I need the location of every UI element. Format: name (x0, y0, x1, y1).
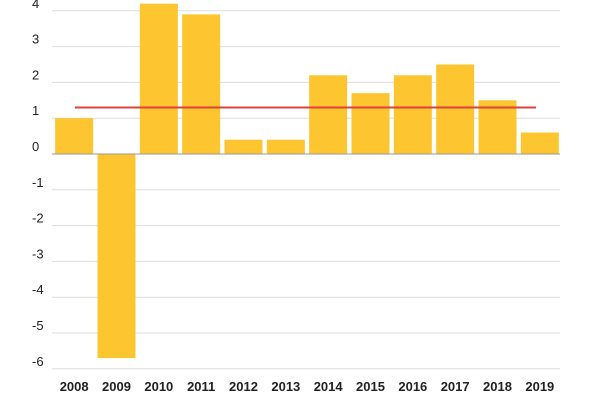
y-tick-label: 4 (32, 0, 39, 11)
x-tick-label: 2008 (60, 379, 89, 394)
y-tick-label: 1 (32, 103, 39, 118)
y-tick-label: 3 (32, 32, 39, 47)
y-tick-label: -5 (32, 318, 44, 333)
bar-2015 (351, 93, 390, 154)
bar-2019 (520, 132, 559, 154)
bar-2018 (478, 100, 517, 154)
x-tick-label: 2009 (102, 379, 131, 394)
x-tick-label: 2010 (144, 379, 173, 394)
y-tick-label: 2 (32, 67, 39, 82)
bar-2010 (139, 3, 178, 155)
x-tick-label: 2017 (441, 379, 470, 394)
y-tick-label: -2 (32, 211, 44, 226)
y-tick-label: -4 (32, 282, 44, 297)
x-tick-label: 2012 (229, 379, 258, 394)
y-tick-label: 0 (32, 139, 39, 154)
x-tick-label: 2015 (356, 379, 385, 394)
x-tick-label: 2016 (398, 379, 427, 394)
y-tick-label: -6 (32, 354, 44, 369)
y-tick-label: -3 (32, 246, 44, 261)
x-tick-label: 2019 (525, 379, 554, 394)
bar-2013 (266, 139, 305, 154)
x-axis-ticks: 2008 2009 2010 2011 2012 2013 2014 2015 2016 2017… (60, 379, 555, 394)
x-tick-label: 2014 (314, 379, 344, 394)
bar-2009 (97, 154, 136, 359)
y-tick-label: -1 (32, 175, 44, 190)
bar-2016 (393, 75, 432, 154)
bar-2012 (224, 139, 263, 154)
bar-2008 (55, 118, 94, 154)
x-tick-label: 2018 (483, 379, 512, 394)
x-tick-label: 2013 (271, 379, 300, 394)
y-axis-ticks: 4 3 2 1 0 -1 -2 -3 -4 -5 -6 (32, 0, 44, 369)
bars (55, 3, 559, 359)
bar-2017 (436, 64, 475, 154)
bar-2014 (309, 75, 348, 154)
x-tick-label: 2011 (187, 379, 215, 394)
bar-2011 (182, 14, 221, 154)
grid-lines (52, 10, 560, 370)
